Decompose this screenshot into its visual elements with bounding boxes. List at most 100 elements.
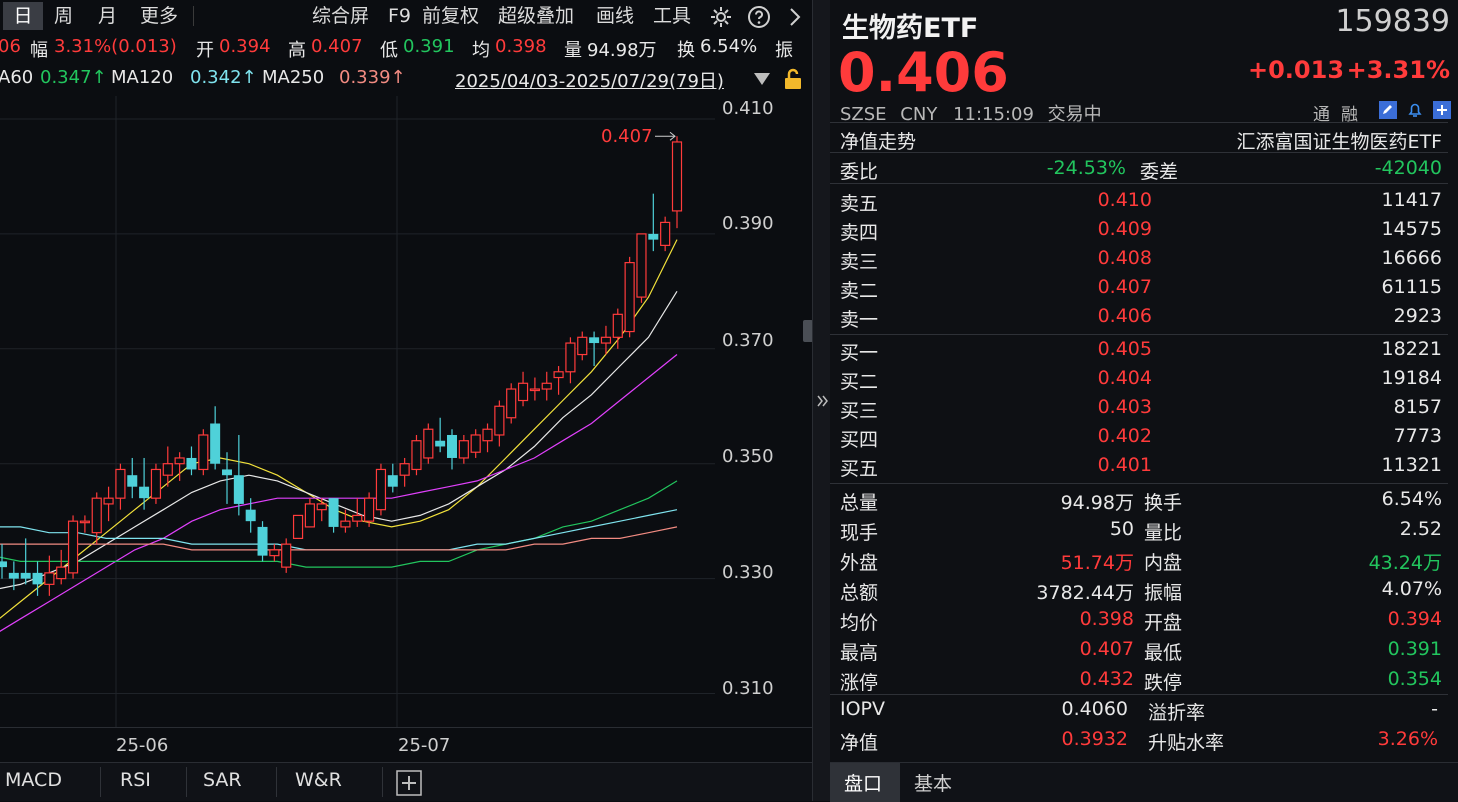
candle-body bbox=[648, 233, 659, 240]
bid-row[interactable]: 买四 0.402 7773 bbox=[830, 423, 1448, 452]
y-tick-label: 0.310 bbox=[722, 678, 774, 699]
draw-line-button[interactable]: 画线 bbox=[596, 5, 635, 27]
nav-trend-row[interactable]: 净值走势 汇添富国证生物医药ETF bbox=[830, 125, 1448, 154]
bid-row[interactable]: 买二 0.404 19184 bbox=[830, 365, 1448, 394]
stat-value: 0.391 bbox=[1387, 638, 1442, 660]
candle-body bbox=[103, 497, 114, 505]
tab-rsi[interactable]: RSI bbox=[120, 769, 151, 791]
avg-label: 均 bbox=[472, 40, 490, 61]
tab-macd[interactable]: MACD bbox=[5, 769, 62, 791]
add-watchlist-icon[interactable] bbox=[1433, 101, 1451, 119]
nav-trend-link[interactable]: 净值走势 bbox=[840, 131, 917, 153]
chevron-right-icon[interactable] bbox=[786, 6, 804, 28]
period-week-tab[interactable]: 周 bbox=[54, 5, 74, 27]
help-icon[interactable] bbox=[747, 5, 771, 29]
stat-value: 51.74万 bbox=[1060, 552, 1134, 574]
ask-row[interactable]: 卖一 0.406 2923 bbox=[830, 303, 1448, 332]
stat-label: 开盘 bbox=[1144, 612, 1183, 634]
dropdown-triangle-icon[interactable] bbox=[752, 70, 772, 88]
tab-sar[interactable]: SAR bbox=[203, 769, 242, 791]
bid-row[interactable]: 买五 0.401 11321 bbox=[830, 452, 1448, 481]
ma60-label: A60 bbox=[0, 67, 34, 88]
toolbar-divider bbox=[193, 6, 194, 26]
candle-body bbox=[435, 440, 446, 447]
ask-row[interactable]: 卖二 0.407 61115 bbox=[830, 274, 1448, 303]
ask-row[interactable]: 卖五 0.410 11417 bbox=[830, 187, 1448, 216]
bid-level-label: 买五 bbox=[840, 458, 879, 480]
settings-gear-icon[interactable] bbox=[709, 5, 733, 29]
alert-bell-icon[interactable] bbox=[1406, 101, 1424, 119]
add-indicator-icon[interactable] bbox=[396, 770, 422, 796]
info-first-value: 06 bbox=[0, 36, 21, 57]
stat-label: 量比 bbox=[1144, 522, 1183, 544]
order-ratio-row: 委比 -24.53% 委差 -42040 bbox=[830, 155, 1448, 184]
bid-volume: 8157 bbox=[1393, 396, 1442, 418]
tab-wr[interactable]: W&R bbox=[295, 769, 342, 791]
period-month-tab[interactable]: 月 bbox=[98, 5, 118, 27]
candle-body bbox=[506, 388, 517, 419]
candle-body bbox=[245, 509, 256, 522]
bid-level-label: 买一 bbox=[840, 342, 879, 364]
y-tick-label: 0.410 bbox=[722, 98, 774, 119]
lock-icon[interactable] bbox=[781, 68, 805, 90]
bid-price: 0.404 bbox=[1097, 367, 1152, 389]
bid-price: 0.403 bbox=[1097, 396, 1152, 418]
candle-body bbox=[79, 520, 90, 524]
ma-line bbox=[0, 290, 678, 590]
ma120-value: 0.342↑ bbox=[190, 67, 257, 88]
candle-body bbox=[423, 428, 434, 459]
bid-volume: 7773 bbox=[1393, 425, 1442, 447]
candle-body bbox=[162, 463, 173, 476]
amp-value: 3.31%(0.013) bbox=[54, 36, 177, 57]
panel-collapse-bar[interactable] bbox=[812, 0, 831, 801]
f9-button[interactable]: F9 bbox=[388, 5, 412, 27]
ask-level-label: 卖四 bbox=[840, 222, 879, 244]
period-day-tab[interactable]: 日 bbox=[3, 2, 43, 30]
security-name: 生物药ETF bbox=[842, 13, 979, 44]
candle-body bbox=[352, 514, 363, 522]
stat-value: 0.3932 bbox=[1061, 728, 1128, 750]
fund-full-name: 汇添富国证生物医药ETF bbox=[1236, 131, 1442, 153]
candle-body bbox=[660, 221, 671, 246]
more-periods-button[interactable]: 更多 bbox=[140, 5, 179, 27]
stat-label: 换手 bbox=[1144, 492, 1183, 514]
bid-row[interactable]: 买三 0.403 8157 bbox=[830, 394, 1448, 423]
weibi-value: -24.53% bbox=[1046, 157, 1126, 179]
date-range-selector[interactable]: 2025/04/03-2025/07/29(79日) bbox=[455, 71, 724, 92]
ask-level-label: 卖三 bbox=[840, 251, 879, 273]
tab-pankou[interactable]: 盘口 bbox=[844, 773, 883, 795]
stats-row: 外盘 51.74万 内盘 43.24万 bbox=[830, 546, 1448, 575]
axis-scroll-tab[interactable] bbox=[803, 320, 812, 342]
stat-value: 0.394 bbox=[1387, 608, 1442, 630]
y-tick-label: 0.370 bbox=[722, 330, 774, 351]
stats-row: 均价 0.398 开盘 0.394 bbox=[830, 606, 1448, 635]
tools-button[interactable]: 工具 bbox=[653, 5, 692, 27]
candlestick-chart[interactable]: 0.407 bbox=[0, 96, 715, 728]
adjust-button[interactable]: 前复权 bbox=[422, 5, 480, 27]
ask-row[interactable]: 卖四 0.409 14575 bbox=[830, 216, 1448, 245]
edit-pencil-icon[interactable] bbox=[1379, 101, 1397, 119]
ma-line bbox=[0, 480, 678, 568]
tab-jiben[interactable]: 基本 bbox=[914, 773, 953, 795]
ma250-value: 0.339↑ bbox=[339, 67, 406, 88]
overview-button[interactable]: 综合屏 bbox=[312, 5, 370, 27]
weibi-label: 委比 bbox=[840, 161, 879, 183]
stat-value: 0.4060 bbox=[1061, 698, 1128, 720]
trading-status: 交易中 bbox=[1047, 104, 1102, 125]
ask-row[interactable]: 卖三 0.408 16666 bbox=[830, 245, 1448, 274]
overlay-button[interactable]: 超级叠加 bbox=[498, 5, 575, 27]
candle-body bbox=[612, 313, 623, 338]
amp-label: 幅 bbox=[30, 40, 48, 61]
stat-label: 溢折率 bbox=[1148, 702, 1206, 724]
stat-label: 总量 bbox=[840, 492, 879, 514]
stats-row: 总量 94.98万 换手 6.54% bbox=[830, 486, 1448, 515]
bid-row[interactable]: 买一 0.405 18221 bbox=[830, 336, 1448, 365]
stat-value: 0.398 bbox=[1079, 608, 1134, 630]
chart-toolbar: 日 周 月 更多 综合屏 F9 前复权 超级叠加 画线 工具 bbox=[0, 0, 812, 32]
candle-body bbox=[387, 475, 398, 487]
candle-body bbox=[494, 405, 505, 436]
expand-arrows-icon[interactable] bbox=[817, 392, 829, 410]
high-label: 高 bbox=[288, 40, 306, 61]
candle-body bbox=[67, 520, 79, 574]
ask-volume: 11417 bbox=[1381, 189, 1442, 211]
